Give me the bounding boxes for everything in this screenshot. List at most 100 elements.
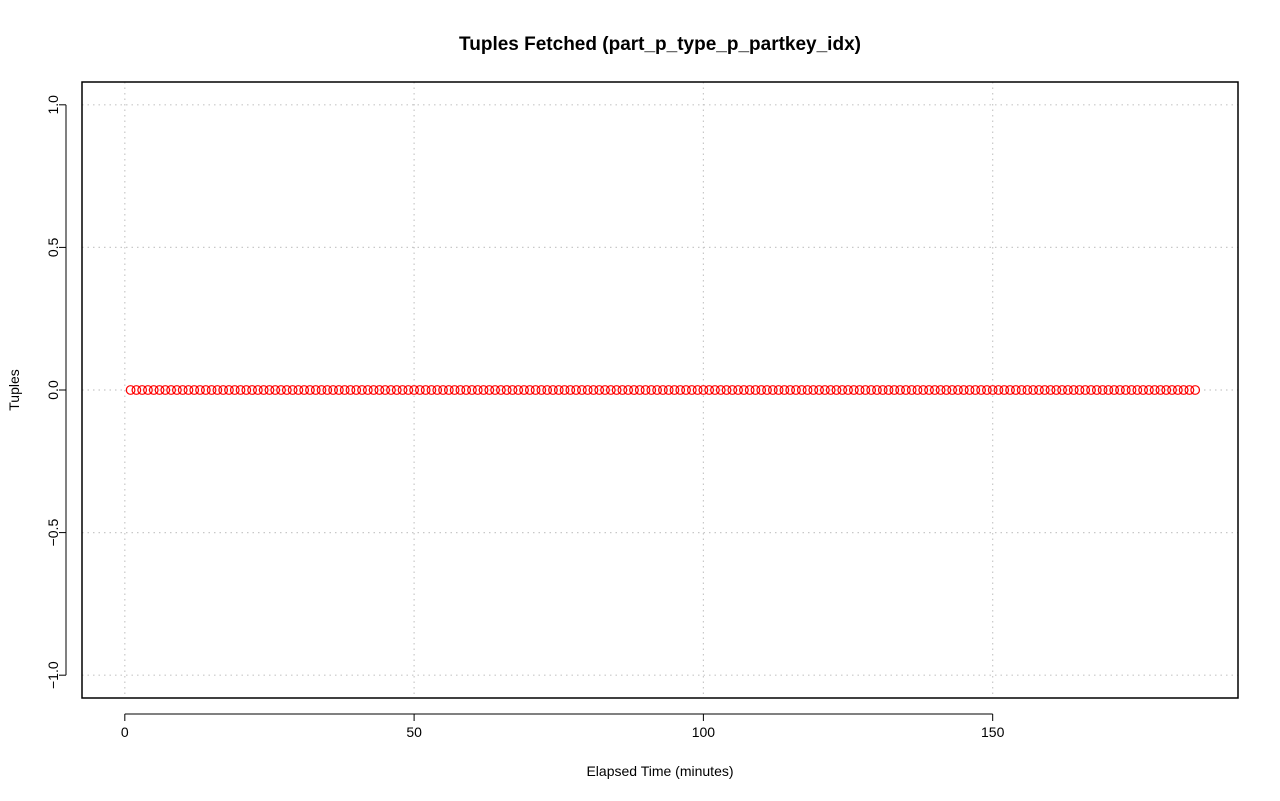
data-series [125, 385, 1201, 395]
data-point [252, 385, 263, 395]
data-point [571, 385, 582, 395]
data-point [467, 385, 477, 395]
data-point [987, 385, 998, 395]
data-point [513, 385, 524, 395]
y-axis: −1.0 −0.5 0.0 0.5 1.0 [45, 95, 67, 689]
data-point [629, 385, 639, 395]
data-point [281, 385, 292, 395]
data-point [1126, 385, 1137, 395]
data-point [171, 385, 182, 395]
data-point [258, 385, 269, 395]
data-point [1161, 385, 1172, 395]
data-point [848, 385, 859, 395]
data-point [1172, 385, 1183, 395]
data-point [299, 385, 310, 395]
data-point [287, 385, 298, 395]
data-point [1051, 385, 1062, 395]
data-point [640, 385, 651, 395]
data-point [1091, 385, 1102, 395]
plot-frame [81, 81, 1239, 699]
data-point [935, 385, 946, 395]
data-point [1016, 385, 1027, 395]
data-point [582, 385, 593, 395]
data-point [877, 385, 888, 395]
data-point [143, 385, 153, 395]
data-point [449, 385, 460, 395]
data-point [721, 385, 732, 395]
x-tick-label: 100 [692, 724, 716, 740]
data-point [895, 385, 906, 395]
data-point [559, 385, 570, 395]
data-point [420, 385, 431, 395]
data-point [652, 385, 663, 395]
y-tick-label: 1.0 [45, 95, 61, 115]
data-point [964, 385, 975, 395]
data-point [1167, 385, 1177, 395]
data-point [715, 385, 726, 395]
data-point [831, 385, 842, 395]
data-point [594, 385, 605, 395]
data-point [1068, 385, 1079, 395]
y-axis-label: Tuples [6, 369, 22, 411]
x-tick-label: 0 [121, 724, 129, 740]
data-point [686, 385, 697, 395]
data-point [883, 385, 894, 395]
data-point [796, 385, 807, 395]
data-point [981, 385, 992, 395]
data-point [681, 385, 691, 395]
data-point [166, 385, 177, 395]
data-point [692, 385, 703, 395]
data-point [889, 385, 900, 395]
data-point [362, 385, 373, 395]
data-point [744, 385, 755, 395]
data-point [339, 385, 350, 395]
data-point [501, 385, 512, 395]
data-point [1138, 385, 1149, 395]
data-point [206, 385, 217, 395]
data-point [1184, 385, 1195, 395]
data-point [322, 385, 333, 395]
data-point [588, 385, 599, 395]
data-point [634, 385, 645, 395]
data-point [814, 385, 825, 395]
data-point [1097, 385, 1108, 395]
data-point [276, 385, 286, 395]
y-tick-label: −1.0 [45, 661, 61, 689]
data-point [999, 385, 1010, 395]
data-point [1120, 385, 1131, 395]
data-point [160, 385, 171, 395]
y-tick-label: 0.5 [45, 237, 61, 257]
data-point [791, 385, 801, 395]
data-point [837, 385, 848, 395]
data-point [924, 385, 934, 395]
data-point [403, 385, 414, 395]
data-point [154, 385, 165, 395]
data-point [507, 385, 518, 395]
data-point [536, 385, 547, 395]
data-point [918, 385, 929, 395]
data-point [872, 385, 882, 395]
data-point [472, 385, 483, 395]
data-point [825, 385, 836, 395]
data-point [391, 385, 402, 395]
data-point [1190, 385, 1201, 395]
data-point [443, 385, 454, 395]
data-point [1155, 385, 1166, 395]
data-point [438, 385, 448, 395]
data-point [576, 385, 587, 395]
data-point [131, 385, 142, 395]
data-point [710, 385, 720, 395]
data-point [1143, 385, 1154, 395]
data-point [548, 385, 558, 395]
data-point [345, 385, 356, 395]
data-point [565, 385, 576, 395]
data-point [767, 385, 778, 395]
y-tick-label: −0.5 [45, 519, 61, 547]
data-point [843, 385, 853, 395]
data-point [866, 385, 877, 395]
data-point [750, 385, 761, 395]
data-point [860, 385, 871, 395]
data-point [611, 385, 622, 395]
data-point [148, 385, 159, 395]
